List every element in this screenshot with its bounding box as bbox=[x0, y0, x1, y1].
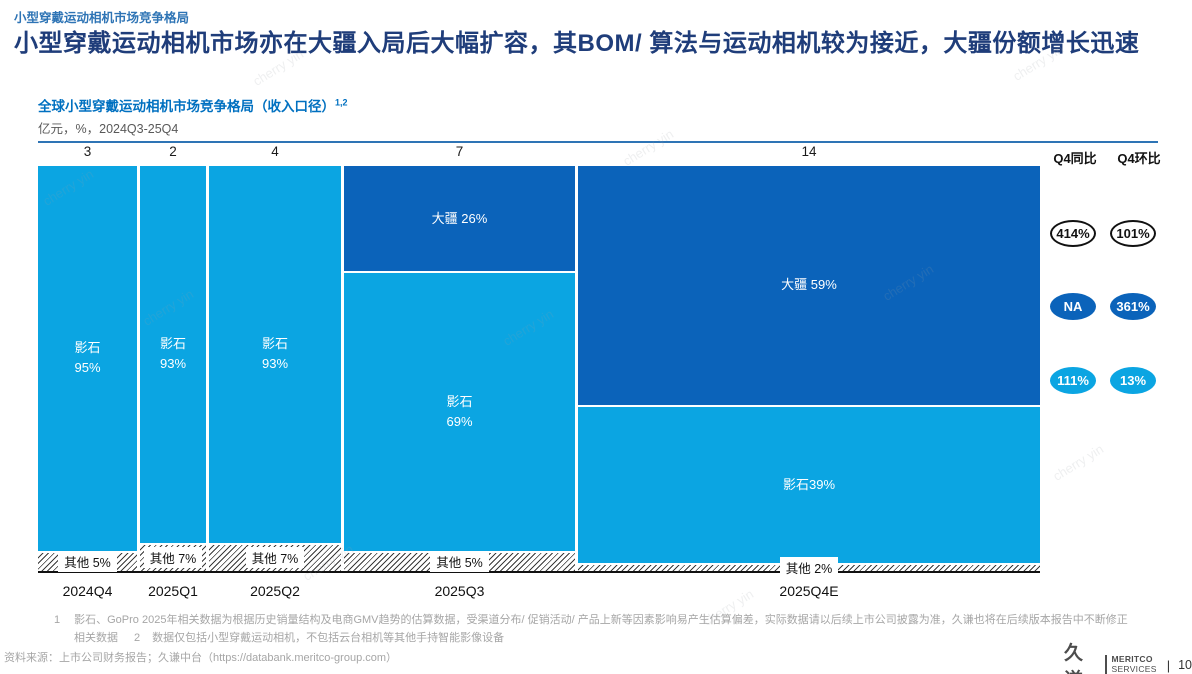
x-axis-label: 2025Q1 bbox=[148, 583, 198, 599]
logo-divider: | bbox=[1166, 657, 1171, 673]
segment-other: 其他 5% bbox=[38, 550, 137, 573]
chart-title-superscript: 1,2 bbox=[335, 97, 348, 108]
column-totals-row: 3 2 4 7 14 bbox=[38, 144, 1040, 166]
metric-oval-total-qoq: 101% bbox=[1110, 220, 1156, 247]
chart-subtitle: 亿元，%，2024Q3-25Q4 bbox=[38, 122, 179, 136]
mekko-column: 大疆 26% 影石 69% 其他 5% bbox=[344, 166, 575, 573]
segment-label: 影石 95% bbox=[74, 340, 101, 376]
x-axis-label: 2025Q2 bbox=[250, 583, 300, 599]
segment-chip-label: 其他 7% bbox=[143, 547, 203, 569]
segment-chip-label: 其他 5% bbox=[58, 551, 117, 573]
q4-qoq-header: Q4环比 bbox=[1117, 151, 1161, 166]
mekko-column: 影石 95% 其他 5% bbox=[38, 166, 137, 573]
segment-label: 大疆 26% bbox=[431, 210, 488, 226]
segment-dji: 大疆 59% bbox=[578, 166, 1040, 405]
column-total-label: 4 bbox=[271, 144, 279, 159]
q4-metrics-panel: Q4同比 Q4环比 414% 101% NA 361% 111% 13% bbox=[1048, 148, 1178, 394]
segment-label: 大疆 59% bbox=[781, 277, 837, 293]
x-axis-labels-row: 2024Q4 2025Q1 2025Q2 2025Q3 2025Q4E bbox=[38, 573, 1040, 599]
footnotes: 1 影石、GoPro 2025年相关数据为根据历史销量结构及电商GMV趋势的估算数… bbox=[40, 612, 1132, 648]
column-stacks-row: 影石 95% 其他 5% 影石 93% 其他 7% 影石 93% 其他 7% 大疆 26% 影… bbox=[38, 166, 1040, 579]
metrics-row-insta: 111% 13% bbox=[1050, 367, 1156, 394]
chart-title: 全球小型穿戴运动相机市场竞争格局（收入口径）1,2 bbox=[38, 95, 1158, 115]
column-total-label: 7 bbox=[455, 144, 464, 159]
metrics-headers: Q4同比 Q4环比 bbox=[1048, 148, 1178, 167]
segment-insta: 影石 95% bbox=[38, 166, 137, 551]
segment-other: 其他 5% bbox=[344, 550, 575, 573]
mekko-column: 大疆 59% 影石39% 其他 2% bbox=[578, 166, 1040, 579]
metric-oval-total-yoy: 414% bbox=[1050, 220, 1096, 247]
segment-label: 影石 93% bbox=[261, 336, 289, 372]
x-axis-label: 2024Q4 bbox=[62, 583, 113, 599]
metric-oval-dji-yoy: NA bbox=[1050, 293, 1096, 320]
column-total-label: 3 bbox=[83, 144, 92, 159]
chart-title-text: 全球小型穿戴运动相机市场竞争格局（收入口径） bbox=[38, 99, 335, 114]
logo-en-text: MERITCO SERVICES bbox=[1105, 654, 1157, 674]
chart-header: 全球小型穿戴运动相机市场竞争格局（收入口径）1,2 亿元，%，2024Q3-25… bbox=[38, 95, 1158, 143]
segment-insta: 影石39% bbox=[578, 404, 1040, 563]
segment-insta: 影石 93% bbox=[140, 166, 206, 543]
metric-oval-dji-qoq: 361% bbox=[1110, 293, 1156, 320]
segment-insta: 影石 69% bbox=[344, 271, 575, 551]
segment-label: 影石39% bbox=[782, 476, 836, 492]
mekko-column: 影石 93% 其他 7% bbox=[140, 166, 206, 571]
segment-chip-label: 其他 7% bbox=[245, 547, 305, 569]
x-axis-label: 2025Q4E bbox=[779, 583, 839, 599]
segment-other: 其他 7% bbox=[140, 542, 206, 571]
column-total-label: 14 bbox=[801, 144, 817, 159]
meritco-logo: 久谦 MERITCO SERVICES | 10 bbox=[1064, 638, 1192, 674]
segment-other: 其他 2% bbox=[578, 557, 1040, 579]
mekko-chart: 3 2 4 7 14 影石 95% 其他 5% 影石 93% 其他 7% 影石 93% 其他 7%… bbox=[38, 144, 1040, 599]
segment-other: 其他 7% bbox=[209, 542, 341, 571]
segment-insta: 影石 93% bbox=[209, 166, 341, 543]
logo-cn-text: 久谦 bbox=[1064, 643, 1085, 674]
section-eyebrow: 小型穿戴运动相机市场竞争格局 bbox=[14, 11, 190, 25]
x-axis-label: 2025Q3 bbox=[434, 583, 485, 599]
metrics-row-dji: NA 361% bbox=[1050, 293, 1156, 320]
q4-yoy-header: Q4同比 bbox=[1053, 151, 1097, 166]
metric-oval-insta-qoq: 13% bbox=[1110, 367, 1156, 394]
segment-label: 影石 69% bbox=[446, 393, 473, 430]
mekko-column: 影石 93% 其他 7% bbox=[209, 166, 341, 571]
footnote-2-number: 2 bbox=[134, 631, 141, 644]
logo-en-line1: MERITCO bbox=[1111, 654, 1153, 665]
segment-chip-label: 其他 2% bbox=[779, 557, 839, 579]
footnote-2-text: 数据仅包括小型穿戴运动相机，不包括云台相机等其他手持智能影像设备 bbox=[152, 631, 505, 644]
segment-label: 影石 93% bbox=[159, 336, 187, 372]
metric-oval-insta-yoy: 111% bbox=[1050, 367, 1096, 394]
segment-dji: 大疆 26% bbox=[344, 166, 575, 272]
source-line: 资料来源：上市公司财务报告；久谦中台（https://databank.meri… bbox=[4, 652, 398, 664]
segment-chip-label: 其他 5% bbox=[430, 551, 489, 573]
page-title: 小型穿戴运动相机市场亦在大疆入局后大幅扩容，其BOM/ 算法与运动相机较为接近，… bbox=[14, 30, 1140, 57]
page-number: 10 bbox=[1178, 658, 1192, 672]
footnote-1-text: 影石、GoPro 2025年相关数据为根据历史销量结构及电商GMV趋势的估算数据… bbox=[74, 614, 1128, 644]
footnote-1-number: 1 bbox=[54, 614, 61, 626]
watermark-text: cherry yin bbox=[1050, 441, 1107, 484]
metrics-row-total: 414% 101% bbox=[1050, 220, 1156, 247]
logo-en-line2: SERVICES bbox=[1111, 664, 1157, 674]
column-total-label: 2 bbox=[169, 144, 177, 159]
